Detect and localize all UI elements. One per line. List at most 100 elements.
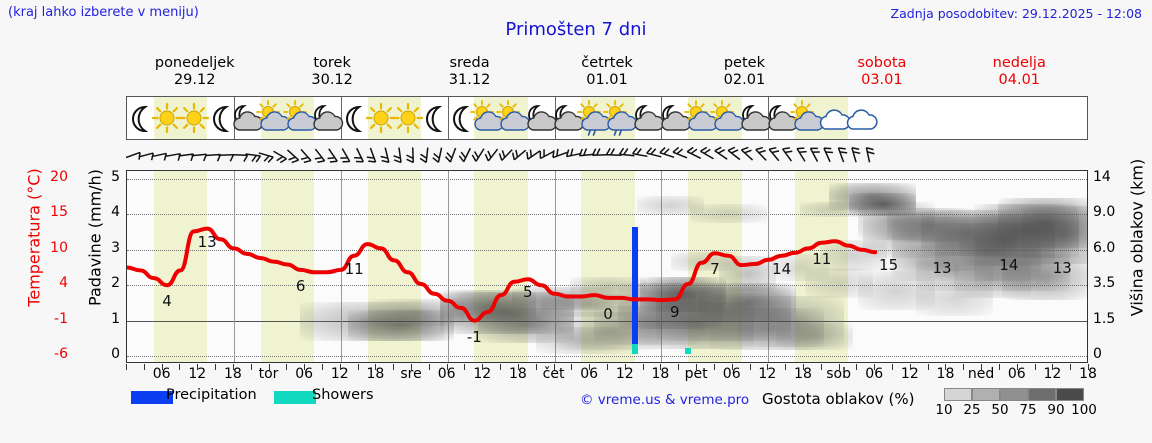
- cloud-height-tick: 3.5: [1093, 275, 1116, 292]
- cloud-density-blob: [973, 244, 1070, 291]
- axis-tick-mark: [357, 364, 359, 370]
- weather-icon-moon-cloud: [308, 99, 346, 139]
- temperature-tick: 4: [59, 275, 68, 292]
- axis-tick-mark: [464, 364, 466, 370]
- day-date: 02.01: [723, 72, 766, 88]
- cloud-density-blob: [593, 306, 709, 345]
- cloud-density-value: 25: [963, 402, 981, 418]
- temperature-value-label: 14: [772, 259, 792, 278]
- axis-tick-mark: [927, 364, 929, 370]
- x-tick-12: 12: [473, 366, 492, 382]
- axis-tick-mark: [945, 364, 947, 370]
- wind-barb: [351, 140, 369, 170]
- axis-tick-mark: [571, 364, 573, 370]
- x-tick-sre: sre: [400, 366, 422, 382]
- x-tick-12: 12: [330, 366, 349, 382]
- x-tick-18: 18: [366, 366, 385, 382]
- weather-icon-moon: [442, 99, 480, 139]
- day-name: petek: [723, 55, 765, 71]
- axis-tick-mark: [589, 364, 591, 370]
- temperature-value-label: 13: [932, 259, 952, 278]
- forecast-plot-area: 4 13 6 11 -1 5 0 9 7 14 11 15 13 14 13: [126, 170, 1088, 363]
- vertical-gridline: [661, 171, 663, 362]
- axis-tick-mark: [250, 364, 252, 370]
- x-tick-06: 06: [152, 366, 171, 382]
- wind-barb: [511, 140, 529, 170]
- axis-tick-mark: [304, 364, 306, 370]
- vertical-gridline: [447, 171, 449, 362]
- location-menu-note[interactable]: (kraj lahko izberete v meniju): [8, 5, 199, 20]
- axis-tick-mark: [998, 364, 1000, 370]
- axis-tick-mark: [446, 364, 448, 370]
- wind-barb: [271, 140, 289, 170]
- wind-barb: [725, 140, 743, 170]
- axis-tick-mark: [731, 364, 733, 370]
- horizontal-gridline: [127, 214, 1087, 216]
- x-tick-tor: tor: [258, 366, 279, 382]
- wind-barb: [792, 140, 810, 170]
- precipitation-tick: 4: [111, 204, 120, 221]
- cloud-density-blob: [776, 323, 854, 351]
- day-header-nedelja: nedelja 04.01: [951, 55, 1088, 89]
- weather-icon-moon-cloud: [228, 99, 266, 139]
- axis-tick-mark: [393, 364, 395, 370]
- wind-barb: [431, 140, 449, 170]
- weather-icon-moon-cloud: [736, 99, 774, 139]
- wind-barb: [658, 140, 676, 170]
- day-date: 03.01: [861, 72, 903, 88]
- cloud-density-blob: [954, 259, 1032, 299]
- x-tick-18: 18: [936, 366, 955, 382]
- wind-barb: [805, 140, 823, 170]
- wind-barb: [378, 140, 396, 170]
- showers-bar: [685, 348, 692, 354]
- wind-barb: [578, 140, 596, 170]
- cloud-density-blob: [535, 327, 633, 355]
- showers-legend-label: Showers: [312, 387, 374, 403]
- x-tick-06: 06: [295, 366, 314, 382]
- cloud-density-blob: [891, 246, 960, 281]
- day-header-sobota: sobota 03.01: [813, 55, 950, 89]
- x-tick-čet: čet: [542, 366, 565, 382]
- axis-tick-mark: [1070, 364, 1072, 370]
- copyright-link[interactable]: © vreme.us & vreme.pro: [580, 392, 750, 408]
- x-tick-06: 06: [865, 366, 884, 382]
- axis-tick-mark: [820, 364, 822, 370]
- wind-barb: [164, 140, 182, 170]
- wind-barb: [565, 140, 583, 170]
- axis-tick-mark: [785, 364, 787, 370]
- weather-icon-cloud: [843, 99, 881, 139]
- wind-barb: [778, 140, 796, 170]
- axis-tick-mark: [838, 364, 840, 370]
- wind-barb: [458, 140, 476, 170]
- axis-tick-mark: [624, 364, 626, 370]
- axis-tick-mark: [660, 364, 662, 370]
- cloud-density-blob: [709, 308, 825, 351]
- day-header-sreda: sreda 31.12: [401, 55, 538, 89]
- precipitation-tick: 3: [111, 239, 120, 256]
- day-separator: [233, 97, 235, 139]
- temperature-tick: 15: [50, 204, 68, 221]
- precipitation-legend-swatch: [131, 391, 173, 404]
- wind-barb: [217, 140, 235, 170]
- showers-bar: [631, 344, 638, 354]
- cloud-density-swatch: [1028, 388, 1056, 401]
- axis-tick-mark: [339, 364, 341, 370]
- x-tick-sob: sob: [826, 366, 851, 382]
- wind-barb: [738, 140, 756, 170]
- day-date: 31.12: [448, 72, 491, 88]
- weather-icon-sun: [175, 99, 213, 139]
- day-name: sobota: [857, 55, 907, 71]
- axis-tick-mark: [963, 364, 965, 370]
- day-name: nedelja: [992, 55, 1046, 71]
- wind-barb: [525, 140, 543, 170]
- wind-barb: [364, 140, 382, 170]
- axis-tick-mark: [232, 364, 234, 370]
- precipitation-tick: 0: [111, 346, 120, 362]
- axis-tick-mark: [517, 364, 519, 370]
- cloud-height-tick: 0: [1093, 346, 1102, 362]
- vertical-gridline: [554, 171, 556, 362]
- x-tick-12: 12: [188, 366, 207, 382]
- day-header-petek: petek 02.01: [676, 55, 813, 89]
- showers-legend-swatch: [274, 391, 316, 404]
- axis-tick-mark: [482, 364, 484, 370]
